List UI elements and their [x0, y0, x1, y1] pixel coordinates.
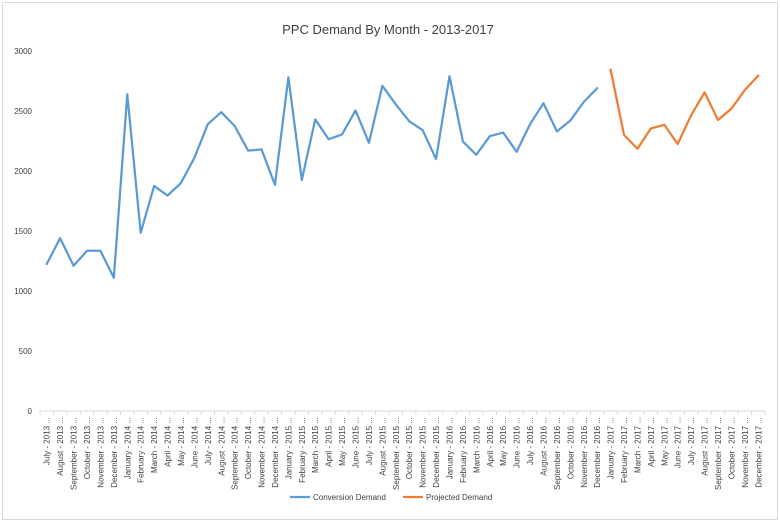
x-tick-label: May - 2014 ... [177, 417, 186, 466]
x-tick-label: October - 2013 ... [83, 417, 92, 479]
x-tick-label: September - 2013 ... [70, 417, 79, 490]
x-tick-label: January - 2016 ... [445, 417, 454, 479]
x-tick-label: February - 2015 ... [298, 417, 307, 483]
x-tick-label: October - 2016 ... [566, 417, 575, 479]
plot-area [45, 68, 760, 279]
x-tick-label: July - 2015 ... [365, 417, 374, 465]
x-tick-label: May - 2017 ... [660, 417, 669, 466]
x-tick-label: February - 2014 ... [137, 417, 146, 483]
x-tick-label: March - 2017 ... [633, 417, 642, 473]
x-tick-label: November - 2016 ... [580, 417, 589, 488]
x-tick-label: April - 2016 ... [486, 417, 495, 467]
x-tick-label: July - 2016 ... [526, 417, 535, 465]
x-tick-label: June - 2014 ... [190, 417, 199, 468]
x-tick-label: November - 2014 ... [258, 417, 267, 488]
x-tick-label: March - 2016 ... [472, 417, 481, 473]
x-tick-label: November - 2017 ... [741, 417, 750, 488]
y-axis: 0 500 1000 1500 2000 2500 3000 [14, 47, 32, 416]
y-tick-label: 2000 [14, 167, 32, 176]
x-tick-label: August - 2017 ... [701, 417, 710, 476]
x-axis: July - 2013 ... August - 2013 ... Septembe… [39, 410, 766, 490]
x-tick-label: September - 2015 ... [392, 417, 401, 490]
x-tick-label: August - 2016 ... [539, 417, 548, 476]
x-tick-label: January - 2017 ... [607, 417, 616, 479]
y-tick-label: 1000 [14, 287, 32, 296]
y-tick-label: 1500 [14, 227, 32, 236]
x-tick-label: December - 2016 ... [593, 417, 602, 488]
y-tick-label: 2500 [14, 107, 32, 116]
x-tick-label: July - 2014 ... [204, 417, 213, 465]
legend-label: Conversion Demand [313, 493, 386, 502]
x-tick-label: December - 2017 ... [754, 417, 763, 488]
x-tick-label: November - 2013 ... [96, 417, 105, 488]
x-tick-label: January - 2014 ... [123, 417, 132, 479]
y-tick-label: 0 [28, 407, 33, 416]
x-tick-label: May - 2015 ... [338, 417, 347, 466]
x-tick-label: March - 2015 ... [311, 417, 320, 473]
x-tick-label: December - 2014 ... [271, 417, 280, 488]
x-tick-label: February - 2016 ... [459, 417, 468, 483]
x-tick-label: January - 2015 ... [284, 417, 293, 479]
x-tick-label: November - 2015 ... [419, 417, 428, 488]
x-tick-label: August - 2014 ... [217, 417, 226, 476]
x-tick-label: June - 2016 ... [513, 417, 522, 468]
x-tick-label: July - 2013 ... [43, 417, 52, 465]
x-tick-label: August - 2013 ... [56, 417, 65, 476]
series-line-conversion-demand [45, 75, 599, 279]
x-tick-label: April - 2014 ... [164, 417, 173, 467]
x-tick-label: June - 2015 ... [352, 417, 361, 468]
x-tick-label: October - 2014 ... [244, 417, 253, 479]
x-tick-label: December - 2013 ... [110, 417, 119, 488]
x-tick-label: October - 2015 ... [405, 417, 414, 479]
x-tick-label: May - 2016 ... [499, 417, 508, 466]
x-tick-label: June - 2017 ... [674, 417, 683, 468]
x-tick-label: April - 2015 ... [325, 417, 334, 467]
y-tick-label: 3000 [14, 47, 32, 56]
series-line-projected-demand [609, 68, 760, 150]
legend-label: Projected Demand [426, 493, 492, 502]
x-tick-label: April - 2017 ... [647, 417, 656, 467]
x-tick-label: February - 2017 ... [620, 417, 629, 483]
x-tick-label: March - 2014 ... [150, 417, 159, 473]
legend: Conversion Demand Projected Demand [290, 493, 492, 502]
chart-title: PPC Demand By Month - 2013-2017 [282, 22, 494, 37]
x-tick-label: October - 2017 ... [727, 417, 736, 479]
x-tick-label: December - 2015 ... [432, 417, 441, 488]
x-tick-label: August - 2015 ... [378, 417, 387, 476]
x-tick-label: July - 2017 ... [687, 417, 696, 465]
x-tick-label: September - 2016 ... [553, 417, 562, 490]
y-tick-label: 500 [19, 347, 33, 356]
x-tick-label: September - 2014 ... [231, 417, 240, 490]
x-tick-label: September - 2017 ... [714, 417, 723, 490]
